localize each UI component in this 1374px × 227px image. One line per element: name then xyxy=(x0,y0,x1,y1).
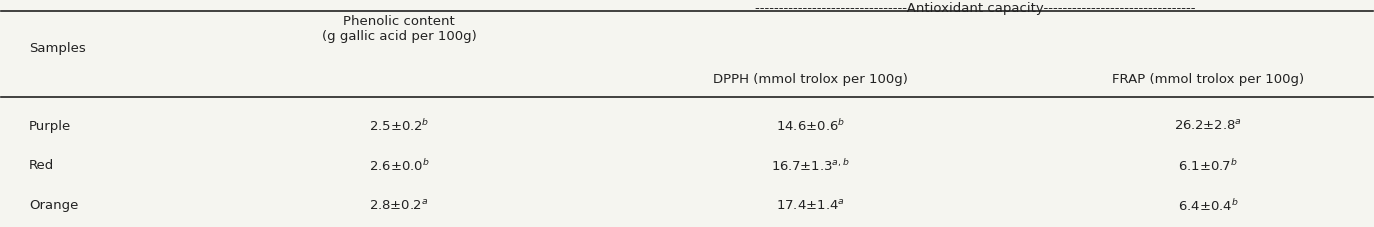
Text: --------------------------------Antioxidant capacity----------------------------: --------------------------------Antioxid… xyxy=(754,2,1195,15)
Text: Red: Red xyxy=(29,159,54,172)
Text: Orange: Orange xyxy=(29,199,78,212)
Text: 16.7±1.3$^{a,b}$: 16.7±1.3$^{a,b}$ xyxy=(771,158,849,174)
Text: FRAP (mmol trolox per 100g): FRAP (mmol trolox per 100g) xyxy=(1112,73,1304,86)
Text: 2.8±0.2$^{a}$: 2.8±0.2$^{a}$ xyxy=(370,199,429,213)
Text: 2.5±0.2$^{b}$: 2.5±0.2$^{b}$ xyxy=(370,118,429,134)
Text: Phenolic content
(g gallic acid per 100g): Phenolic content (g gallic acid per 100g… xyxy=(322,15,477,43)
Text: Purple: Purple xyxy=(29,120,71,133)
Text: Samples: Samples xyxy=(29,42,85,55)
Text: 26.2±2.8$^{a}$: 26.2±2.8$^{a}$ xyxy=(1175,119,1242,133)
Text: 2.6±0.0$^{b}$: 2.6±0.0$^{b}$ xyxy=(368,158,430,174)
Text: 17.4±1.4$^{a}$: 17.4±1.4$^{a}$ xyxy=(776,199,845,213)
Text: 6.4±0.4$^{b}$: 6.4±0.4$^{b}$ xyxy=(1178,198,1238,214)
Text: 6.1±0.7$^{b}$: 6.1±0.7$^{b}$ xyxy=(1178,158,1238,174)
Text: DPPH (mmol trolox per 100g): DPPH (mmol trolox per 100g) xyxy=(713,73,908,86)
Text: 14.6±0.6$^{b}$: 14.6±0.6$^{b}$ xyxy=(776,118,845,134)
